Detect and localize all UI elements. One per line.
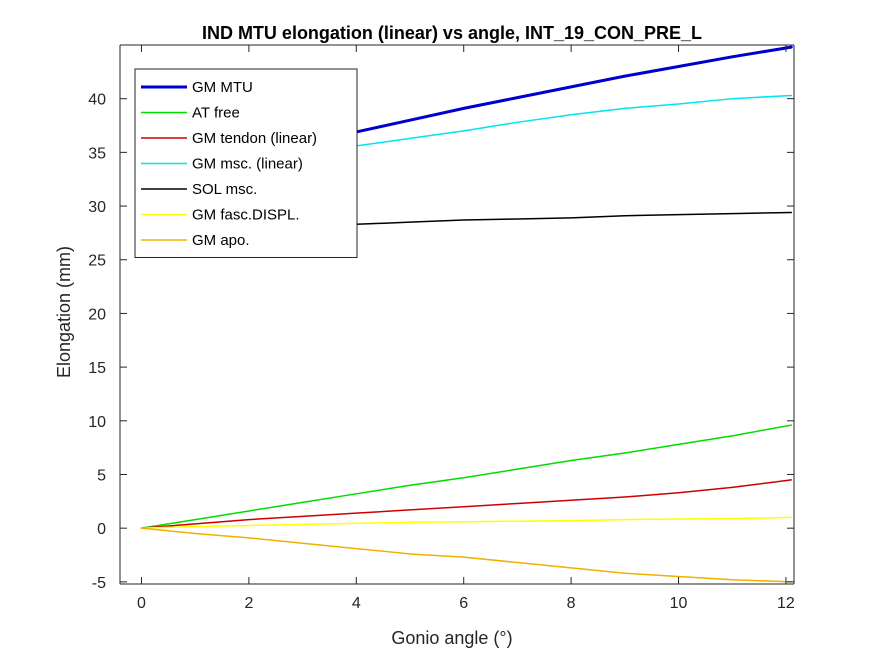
series-line-1: [140, 424, 793, 529]
x-tick-label: 10: [670, 595, 688, 612]
legend-entry-0: GM MTU: [192, 79, 253, 96]
legend-entry-3: GM msc. (linear): [192, 156, 303, 173]
legend-box: [134, 68, 358, 258]
x-tick-label: 4: [352, 595, 361, 612]
x-axis-label: Gonio angle (°): [391, 628, 512, 648]
y-tick-label: 15: [88, 360, 106, 377]
y-axis-label: Elongation (mm): [54, 246, 74, 378]
y-tick-label: 25: [88, 253, 106, 270]
legend-entry-6: GM apo.: [192, 232, 250, 249]
legend: GM MTU AT free GM tendon (linear) GM msc. (…: [134, 68, 358, 258]
series-line-2: [140, 479, 793, 529]
y-tick-label: -5: [92, 575, 106, 592]
y-tick-label: 30: [88, 199, 106, 216]
legend-entry-4: SOL msc.: [192, 181, 257, 198]
x-tick-label: 2: [244, 595, 253, 612]
series-line-5: [140, 516, 793, 529]
chart-title: IND MTU elongation (linear) vs angle, IN…: [202, 23, 702, 43]
y-tick-label: 0: [97, 521, 106, 538]
y-tick-label: 40: [88, 92, 106, 109]
series-line-6: [140, 527, 793, 583]
x-tick-label: 6: [459, 595, 468, 612]
axes: 0 2 4 6 8 10 12 -5 0 5 10 15 20 25 30 35 40: [88, 44, 795, 612]
legend-entry-5: GM fasc.DISPL.: [192, 207, 300, 224]
y-tick-label: 5: [97, 467, 106, 484]
x-tick-label: 8: [567, 595, 576, 612]
x-tick-label: 12: [777, 595, 795, 612]
y-tick-label: 10: [88, 414, 106, 431]
y-tick-label: 20: [88, 306, 106, 323]
y-tick-label: 35: [88, 145, 106, 162]
legend-entry-2: GM tendon (linear): [192, 130, 317, 147]
legend-entry-1: AT free: [192, 105, 240, 122]
x-tick-label: 0: [137, 595, 146, 612]
